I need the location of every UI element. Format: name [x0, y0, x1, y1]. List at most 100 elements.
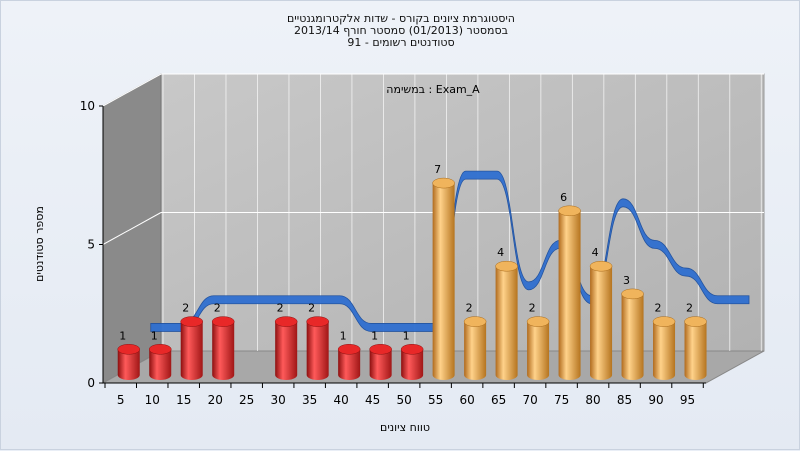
data-label: 1	[151, 329, 158, 342]
bar-65: 4	[495, 246, 518, 381]
bar-body	[684, 321, 707, 380]
x-axis-label: טווח ציונים	[380, 421, 430, 434]
grid-line-diag	[102, 212, 162, 245]
y-tick-label: 5	[87, 238, 95, 252]
bar-top	[589, 260, 613, 272]
data-label: 2	[466, 302, 473, 315]
x-tick-label: 25	[239, 393, 254, 407]
data-label: 2	[529, 302, 536, 315]
data-label: 7	[434, 163, 441, 176]
bar-body	[653, 321, 676, 380]
bar-body	[180, 321, 203, 380]
data-label: 2	[686, 302, 693, 315]
bar-top	[432, 177, 455, 189]
bar-10: 1	[148, 329, 172, 380]
bar-top	[211, 316, 235, 327]
bar-body	[558, 210, 581, 380]
x-tick-label: 80	[585, 393, 600, 407]
x-tick-label: 60	[459, 393, 474, 407]
bar-top	[621, 288, 644, 300]
data-label: 2	[308, 302, 315, 315]
x-tick-label: 55	[428, 393, 443, 407]
x-tick-label: 90	[648, 393, 663, 407]
data-label: 1	[371, 329, 378, 342]
chart-title: היסטוגרמת ציונים בקורס - שדות אלקטרומגנט…	[287, 12, 515, 25]
data-label: 1	[340, 329, 347, 342]
bar-30: 2	[274, 302, 298, 380]
bar-body	[117, 349, 140, 380]
y-tick-label: 10	[80, 99, 95, 113]
axes-group: 0 5 10 5 10 15 20 25 30 35 40 45 50 55 60 65 70 75 80 85 90 9…	[80, 99, 706, 407]
x-tick-label: 40	[334, 393, 349, 407]
bar-body	[621, 293, 644, 380]
x-tick-label: 45	[365, 393, 380, 407]
x-tick-label: 75	[554, 393, 569, 407]
bar-95: 2	[684, 302, 707, 380]
bar-85: 3	[621, 274, 644, 380]
grid-line-diag	[102, 73, 162, 107]
data-label: 2	[655, 302, 662, 315]
bar-top	[274, 316, 298, 327]
data-label: 1	[403, 329, 410, 342]
chart-subtitle-semester: בסמסטר (01/2013) סמסטר חורף 2013/14	[294, 24, 508, 37]
bar-55: 7	[432, 163, 455, 380]
bar-body	[306, 321, 329, 380]
x-tick-label: 30	[271, 393, 286, 407]
data-label: 2	[214, 302, 221, 315]
chart-subtitle-students: סטודנטים רשומים - 91	[347, 36, 455, 49]
bar-top	[526, 316, 550, 327]
bar-body	[275, 321, 298, 380]
x-tick-label: 70	[522, 393, 537, 407]
data-label: 2	[182, 302, 189, 315]
bar-top	[337, 344, 361, 355]
x-tick-label: 10	[145, 393, 160, 407]
x-tick-label: 35	[302, 393, 317, 407]
bar-45: 1	[369, 329, 392, 380]
bar-top	[148, 344, 172, 355]
bar-top	[495, 260, 518, 272]
bar-35: 2	[306, 302, 329, 380]
bar-50: 1	[400, 329, 424, 380]
bars-group: 1 1 2 2 2 2 1 1 1 7 2 4 2 6 4 3 2 2	[117, 163, 707, 381]
bar-70: 2	[526, 302, 550, 380]
bar-5: 1	[117, 329, 140, 380]
bar-body	[432, 183, 455, 380]
bar-top	[180, 316, 203, 327]
bar-top	[684, 316, 707, 327]
bar-40: 1	[337, 329, 361, 380]
x-tick-label: 50	[396, 393, 411, 407]
bar-body	[527, 321, 550, 380]
bar-body	[149, 349, 172, 380]
x-tick-label: 15	[176, 393, 191, 407]
x-tick-label: 20	[208, 393, 223, 407]
bar-top	[369, 344, 392, 355]
data-label: 2	[277, 302, 284, 315]
bar-75: 6	[558, 191, 581, 380]
x-tick-label: 65	[491, 393, 506, 407]
bar-body	[338, 349, 361, 380]
bar-90: 2	[652, 302, 676, 380]
y-axis-label: מספר סטודנטים	[33, 206, 46, 282]
bar-top	[400, 344, 424, 355]
bar-80: 4	[589, 246, 613, 380]
bar-top	[117, 344, 140, 355]
bar-20: 2	[211, 302, 235, 380]
y-tick-label: 0	[87, 376, 95, 390]
data-label: 4	[592, 246, 599, 259]
x-tick-label: 95	[680, 393, 695, 407]
task-subtitle: במשימה : Exam_A	[386, 83, 480, 96]
bar-top	[558, 205, 581, 217]
bar-body	[464, 321, 487, 380]
data-label: 1	[119, 329, 126, 342]
bar-60: 2	[463, 302, 487, 380]
bar-top	[652, 316, 676, 327]
x-tick-label: 5	[117, 393, 125, 407]
bar-body	[401, 349, 424, 380]
data-label: 3	[623, 274, 630, 287]
bar-top	[306, 316, 329, 327]
bar-body	[495, 266, 518, 381]
bar-body	[590, 266, 613, 380]
bar-15: 2	[180, 302, 203, 380]
